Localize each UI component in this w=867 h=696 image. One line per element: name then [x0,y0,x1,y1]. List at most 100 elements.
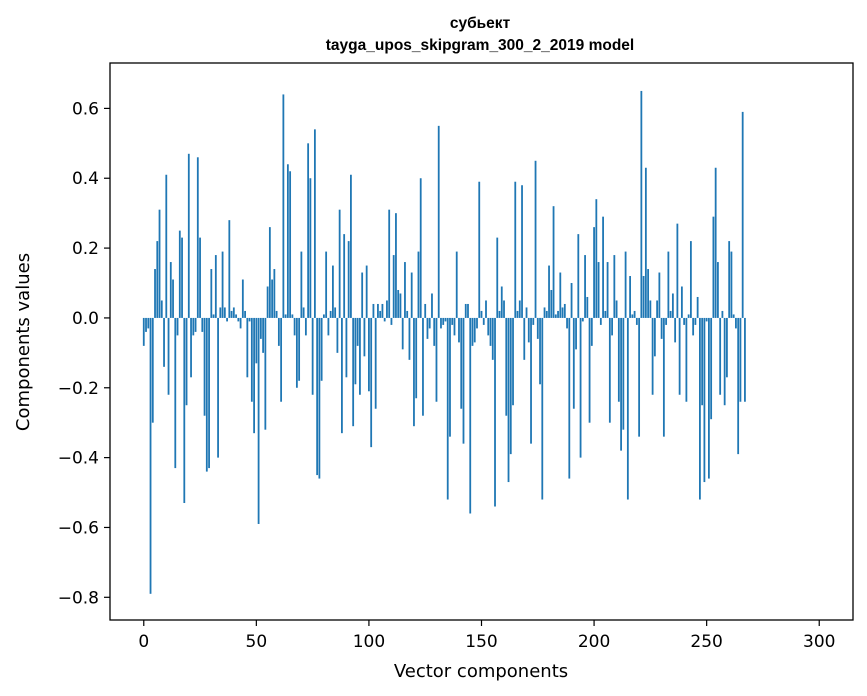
bar [190,317,192,378]
bar [599,317,602,325]
bar [282,94,285,318]
bar [372,303,375,318]
bar [509,317,512,455]
bar [147,317,150,329]
bar [458,317,460,343]
bar [611,317,613,336]
bar [230,310,233,318]
bar [453,317,456,336]
bar [494,317,496,507]
bar [446,317,449,500]
bar [527,317,530,343]
bar [363,317,366,357]
bar [392,255,395,318]
bar [744,317,746,402]
bar [320,317,323,381]
bar [307,143,310,318]
bar [491,317,494,360]
bar [597,262,600,318]
bar [426,317,429,339]
bar [322,314,325,318]
bar [541,317,544,500]
bar [514,181,517,318]
chart-title-line2: tayga_upos_skipgram_300_2_2019 model [326,37,634,54]
bar [568,317,571,479]
bar [383,317,386,322]
bar [304,317,307,336]
bar [687,314,690,318]
bar [163,317,165,367]
bar [505,317,508,416]
bar [584,255,586,318]
bar [633,310,636,318]
bar [620,317,622,451]
bar [575,317,577,350]
bar [201,317,204,332]
bar [187,153,190,318]
bar [262,317,264,353]
bar [156,241,159,318]
bar [638,317,641,437]
bar [219,307,222,318]
y-tick-label: 0.4 [72,169,99,189]
x-tick-label: 200 [578,632,610,652]
x-axis-ticks: 0 50 100 150 200 250 300 [138,620,835,652]
bar [737,317,740,455]
bar [284,314,287,318]
bar [388,209,391,318]
bar [530,317,532,444]
y-tick-label: 0.0 [72,309,99,329]
bar [199,237,201,318]
bar [626,317,629,500]
bar [617,317,620,402]
bar [316,317,319,476]
bar [370,317,373,448]
bar [185,317,188,406]
bar [563,303,566,318]
bar [480,310,483,318]
bar [449,317,451,437]
bar [469,317,472,514]
bar [395,213,397,318]
bar [442,317,445,325]
bar [302,307,305,318]
bar [401,317,404,350]
y-tick-label: −0.2 [58,379,99,399]
bar [647,269,650,318]
bar [325,251,328,318]
bar [280,317,283,402]
bar [534,160,537,318]
y-tick-label: 0.2 [72,239,99,259]
bar [158,209,161,318]
bar [172,279,174,318]
bar [241,279,244,318]
bar [336,317,339,353]
bar [674,317,677,343]
bar [419,178,422,318]
bar [717,262,719,318]
bar [433,317,436,346]
bar [608,317,611,423]
bar [435,317,438,402]
bar [431,293,433,318]
bar [239,317,242,329]
bar [232,307,235,318]
bar [293,317,296,336]
bar [424,303,427,318]
bar [183,317,186,504]
bar [644,167,647,318]
bar [516,310,519,318]
x-tick-label: 300 [803,632,835,652]
bar [685,317,688,402]
bar [440,317,442,329]
bar [178,230,181,318]
bar [613,255,616,318]
bar [246,317,249,378]
bar [539,317,541,385]
x-tick-label: 100 [353,632,385,652]
bar [532,317,535,325]
bar [174,317,177,469]
bar [525,307,528,318]
bar [732,314,735,318]
